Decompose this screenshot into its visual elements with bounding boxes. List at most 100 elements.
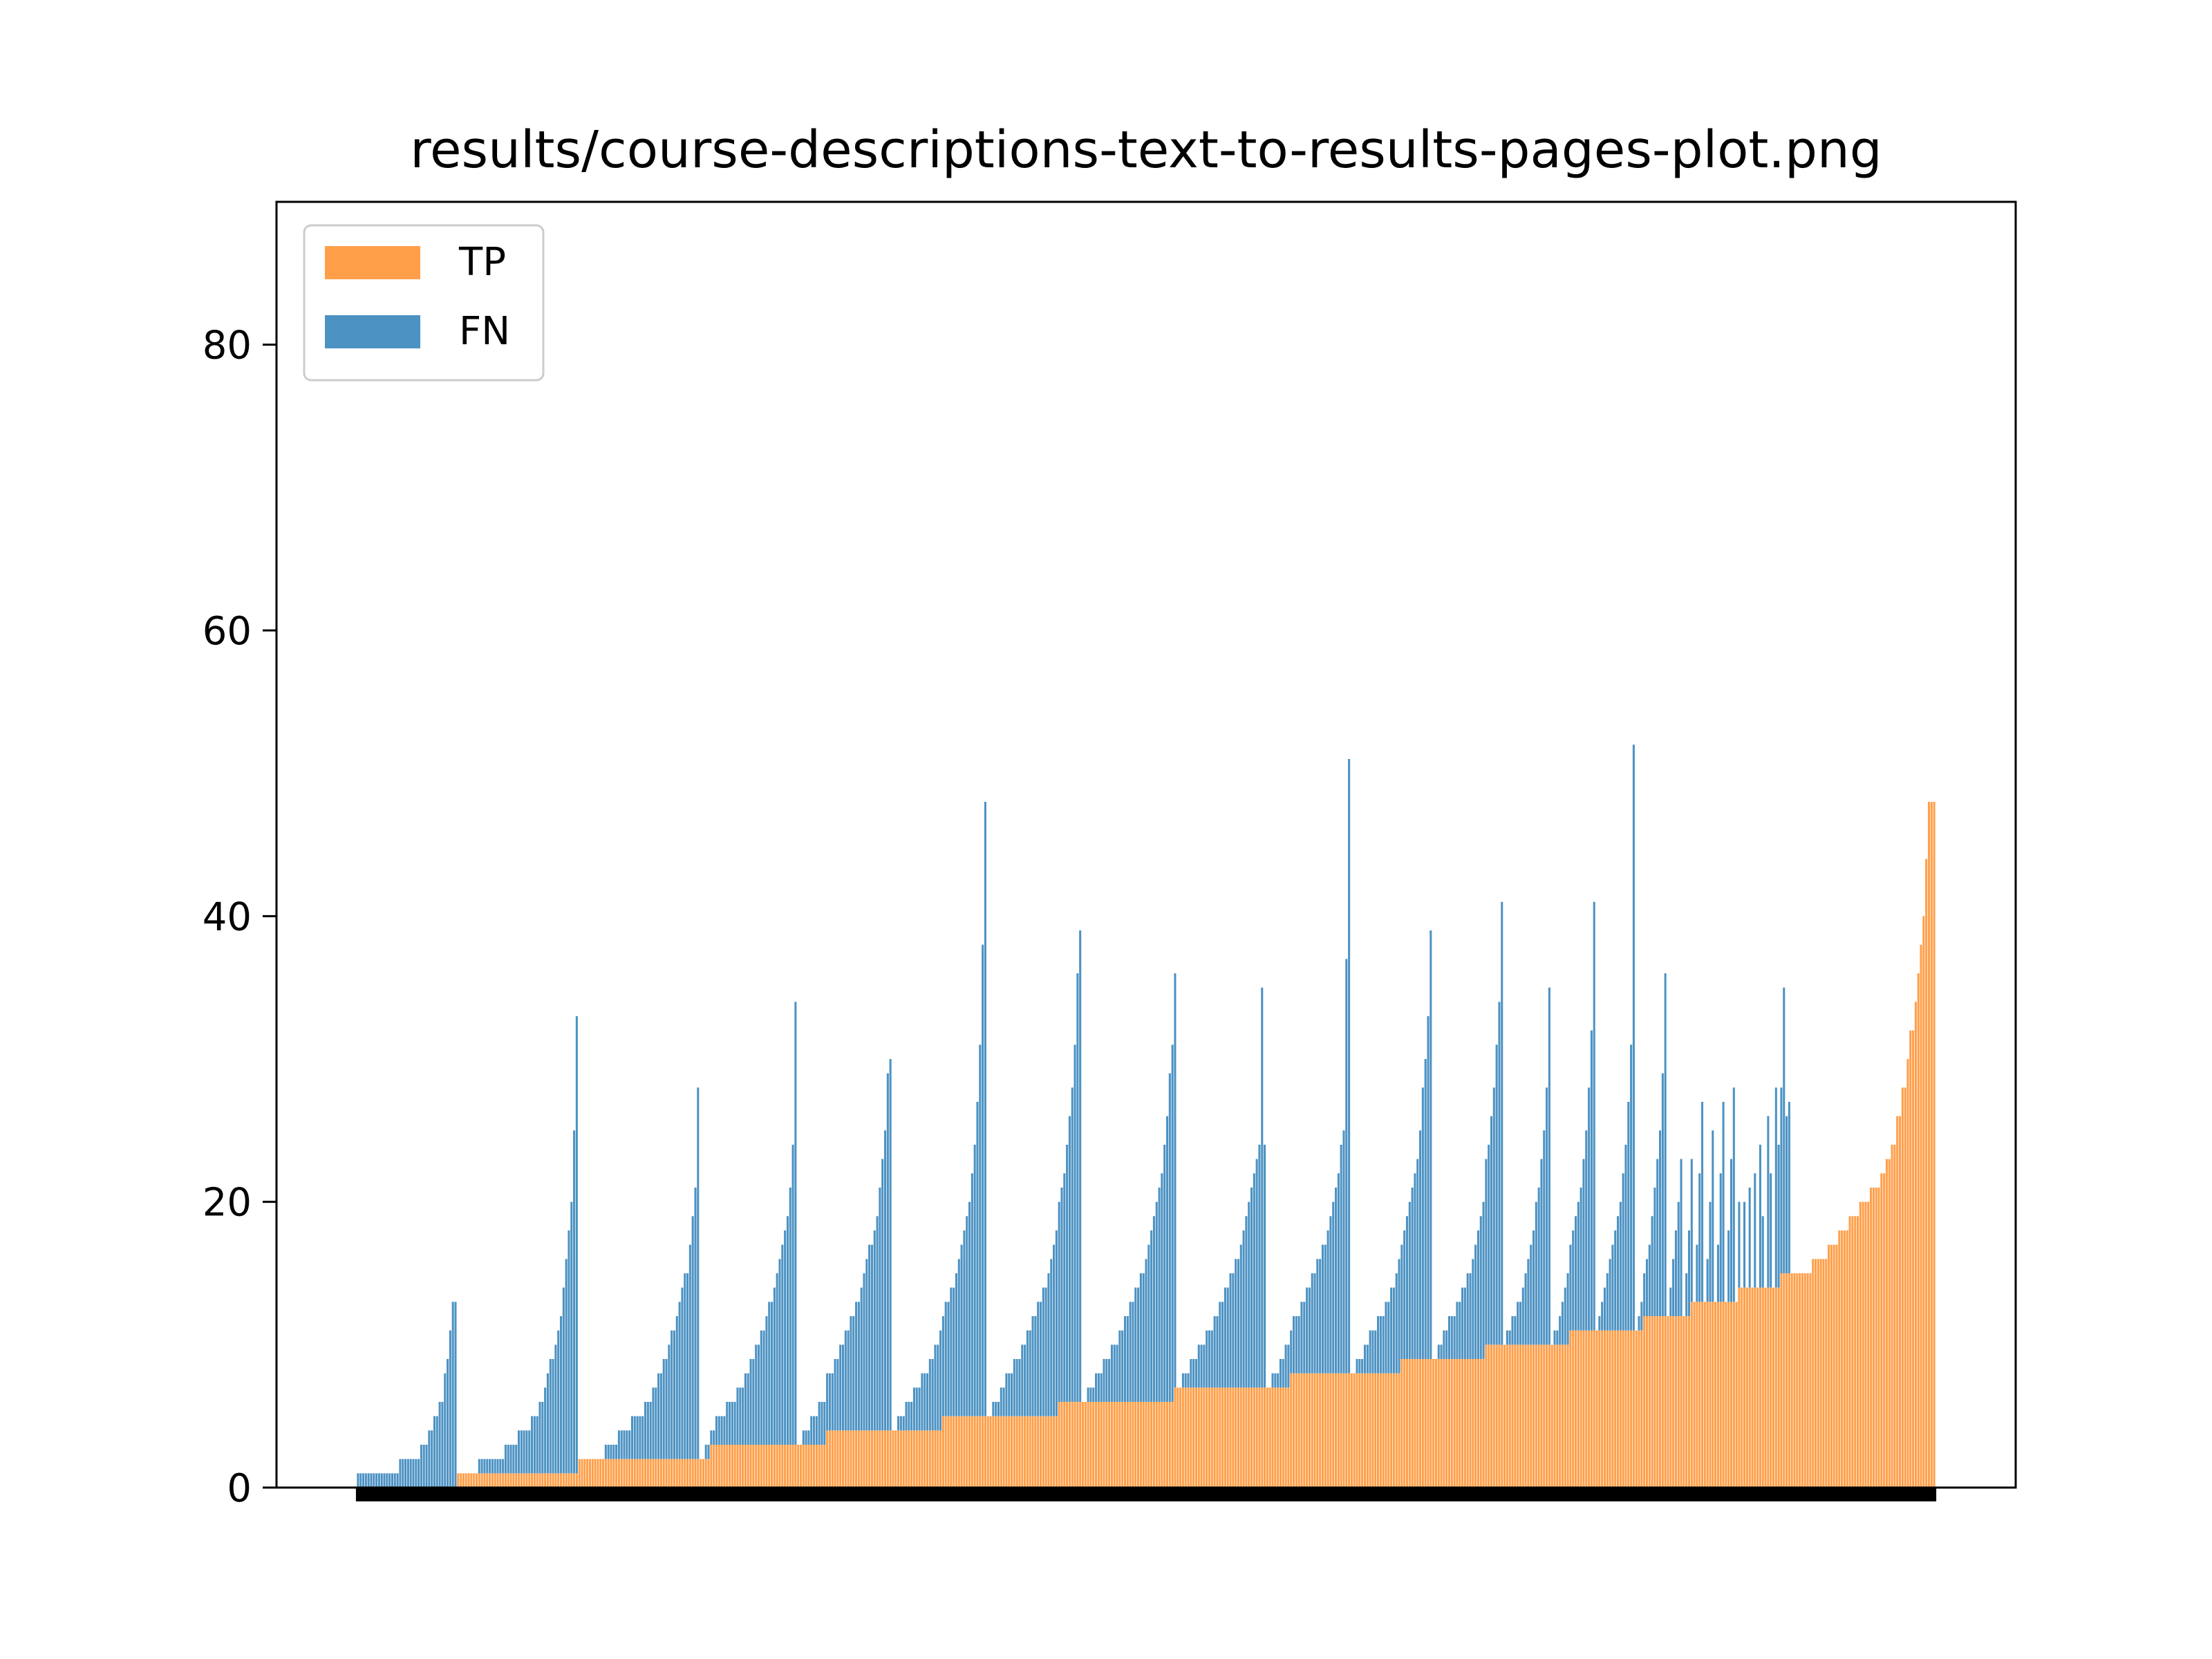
tp-bar — [1830, 1244, 1833, 1488]
tp-bar — [1018, 1416, 1021, 1488]
fn-bar — [1517, 1302, 1519, 1345]
tp-bar — [1132, 1402, 1134, 1488]
fn-bar — [557, 1330, 560, 1474]
fn-bar — [1152, 1216, 1155, 1402]
tp-bar — [1580, 1330, 1582, 1488]
tp-bar — [1843, 1230, 1846, 1488]
tp-bar — [1912, 1030, 1915, 1488]
fn-bar — [1421, 1087, 1424, 1359]
fn-bar — [924, 1373, 926, 1431]
tp-bar — [1079, 1402, 1082, 1488]
fn-bar — [1416, 1159, 1419, 1359]
fn-bar — [1698, 1173, 1701, 1302]
tp-bar — [1008, 1416, 1011, 1488]
tp-bar — [1335, 1373, 1338, 1488]
tp-bar — [531, 1473, 534, 1488]
fn-bar — [1287, 1344, 1290, 1388]
fn-bar — [1601, 1302, 1604, 1331]
tp-bar — [1622, 1330, 1624, 1488]
fn-bar — [1348, 759, 1351, 1374]
fn-bar — [1643, 1273, 1646, 1316]
fn-bar — [1024, 1344, 1027, 1416]
tp-bar — [1400, 1359, 1403, 1488]
tp-bar — [633, 1459, 636, 1488]
tp-bar — [1727, 1302, 1730, 1488]
fn-bar — [773, 1287, 776, 1445]
tp-bar — [1519, 1344, 1521, 1488]
fn-bar — [1722, 1102, 1725, 1302]
fn-bar — [1492, 1087, 1495, 1345]
tp-bar — [1403, 1359, 1406, 1488]
fn-bar — [1216, 1316, 1219, 1388]
fn-bar — [549, 1359, 552, 1474]
tp-bar — [652, 1459, 655, 1488]
fn-bar — [1110, 1344, 1113, 1402]
tp-bar — [1550, 1344, 1553, 1488]
fn-bar — [1575, 1216, 1577, 1331]
tp-bar — [1593, 1330, 1595, 1488]
tp-bar — [1677, 1316, 1680, 1488]
tp-bar — [525, 1473, 528, 1488]
fn-bar — [1611, 1244, 1614, 1331]
tp-bar — [1872, 1188, 1875, 1488]
fn-bar — [1329, 1216, 1332, 1374]
fn-bar — [1785, 1116, 1788, 1273]
tp-bar — [781, 1445, 784, 1488]
tp-bar — [1851, 1216, 1854, 1488]
tp-bar — [879, 1430, 881, 1488]
tp-bar — [655, 1459, 657, 1488]
fn-bar — [1197, 1344, 1200, 1388]
tp-bar — [1885, 1159, 1888, 1488]
tp-bar — [1392, 1373, 1395, 1488]
tp-bar — [1617, 1330, 1620, 1488]
tp-bar — [894, 1430, 897, 1488]
tp-bar — [546, 1473, 549, 1488]
fn-bar — [1158, 1188, 1161, 1402]
fn-bar — [865, 1259, 868, 1431]
fn-bar — [1100, 1373, 1103, 1402]
fn-bar — [659, 1373, 662, 1459]
fn-bar — [1313, 1273, 1316, 1374]
fn-bar — [1783, 987, 1785, 1273]
tp-bar — [1835, 1244, 1838, 1488]
fn-bar — [1147, 1244, 1150, 1402]
legend-label-fn: FN — [459, 309, 510, 354]
tp-bar — [1669, 1316, 1672, 1488]
fn-bar — [810, 1416, 813, 1445]
tp-bar — [1290, 1373, 1293, 1488]
fn-bar — [536, 1416, 538, 1474]
tp-bar — [1572, 1330, 1575, 1488]
tp-bar — [739, 1445, 742, 1488]
fn-bar — [1580, 1188, 1582, 1331]
tp-bar — [491, 1473, 494, 1488]
fn-bar — [396, 1473, 399, 1488]
fn-bar — [623, 1430, 626, 1459]
tp-bar — [1846, 1230, 1848, 1488]
fn-bar — [963, 1230, 966, 1416]
fn-bar — [1229, 1273, 1232, 1388]
fn-bar — [1071, 1087, 1074, 1402]
fn-bar — [388, 1473, 391, 1488]
tp-bar — [1034, 1416, 1037, 1488]
tp-bar — [826, 1430, 829, 1488]
tp-bar — [1841, 1230, 1844, 1488]
fn-bar — [1295, 1316, 1297, 1374]
tp-bar — [1719, 1302, 1722, 1488]
tp-bar — [1031, 1416, 1034, 1488]
tp-bar — [1511, 1344, 1514, 1488]
fn-bar — [1514, 1316, 1517, 1345]
fn-bar — [1327, 1230, 1329, 1374]
fn-bar — [1427, 1016, 1430, 1359]
tp-bar — [1785, 1273, 1788, 1488]
fn-bar — [1743, 1201, 1746, 1288]
tp-bar — [883, 1430, 887, 1488]
fn-bar — [1293, 1316, 1295, 1374]
fn-bar — [686, 1273, 689, 1459]
fn-bar — [630, 1416, 633, 1459]
tp-bar — [1208, 1387, 1211, 1488]
fn-bar — [1187, 1373, 1190, 1388]
tp-bar — [1630, 1330, 1633, 1488]
fn-bar — [821, 1402, 823, 1445]
fn-bar — [992, 1402, 995, 1416]
tp-bar — [1421, 1359, 1424, 1488]
